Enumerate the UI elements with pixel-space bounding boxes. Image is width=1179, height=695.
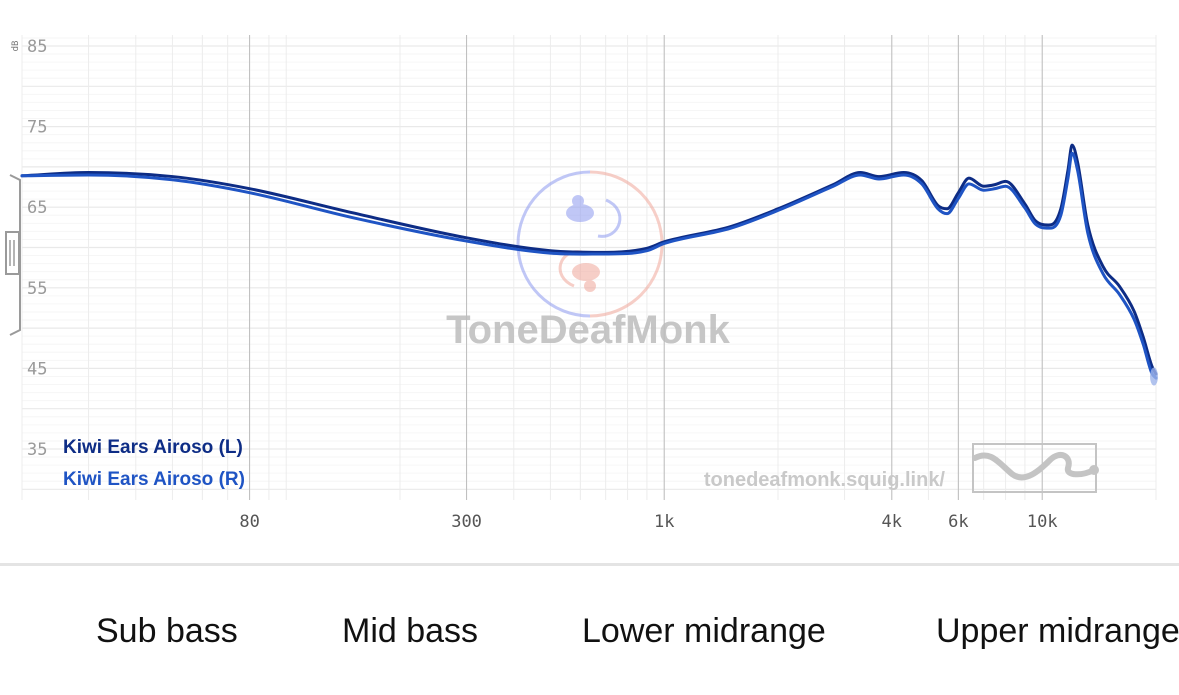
legend-entry[interactable]: Kiwi Ears Airoso (L) [63, 437, 243, 458]
watermark-url: tonedeafmonk.squig.link/ [704, 469, 946, 491]
x-tick-label: 4k [882, 512, 902, 532]
squiglink-logo [972, 443, 1099, 493]
chart-grid [21, 35, 1157, 500]
series-end-handle[interactable] [1150, 367, 1158, 386]
band-label-mid-bass: Mid bass [342, 612, 479, 650]
series-lines [20, 143, 1158, 386]
x-tick-label: 6k [948, 512, 968, 532]
watermark-monk-logo [516, 170, 664, 318]
legend-entry[interactable]: Kiwi Ears Airoso (R) [63, 469, 245, 490]
y-tick-label: 85 [27, 37, 47, 57]
series-line-right [20, 151, 1158, 380]
legend: Kiwi Ears Airoso (L) Kiwi Ears Airoso (R) [63, 437, 245, 490]
x-tick-label: 10k [1027, 512, 1058, 532]
band-label-sub-bass: Sub bass [96, 612, 238, 650]
watermark: ToneDeafMonk tonedeafmonk.squig.link/ [446, 170, 1099, 493]
band-label-upper-midrange: Upper midrange [936, 612, 1179, 650]
y-tick-label: 55 [27, 279, 47, 299]
y-tick-label: 45 [27, 359, 47, 379]
frequency-response-chart: ToneDeafMonk tonedeafmonk.squig.link/ dB… [5, 35, 1158, 532]
y-tick-label: 35 [27, 440, 47, 460]
x-tick-label: 80 [239, 512, 259, 532]
watermark-brand: ToneDeafMonk [446, 308, 730, 352]
x-axis-ticks: 80 300 1k 4k 6k 10k [239, 512, 1057, 532]
y-tick-label: 65 [27, 198, 47, 218]
y-axis-unit-label: dB [11, 41, 21, 52]
y-tick-label: 75 [27, 118, 47, 138]
x-tick-label: 1k [654, 512, 674, 532]
x-tick-label: 300 [451, 512, 482, 532]
y-axis-scaler-handle[interactable] [5, 174, 21, 336]
frequency-band-labels: Sub bass Mid bass Lower midrange Upper m… [0, 566, 1179, 695]
band-label-lower-midrange: Lower midrange [582, 612, 826, 650]
chart-divider [0, 563, 1179, 566]
y-axis-ticks: 85 75 65 55 45 35 [27, 37, 47, 460]
